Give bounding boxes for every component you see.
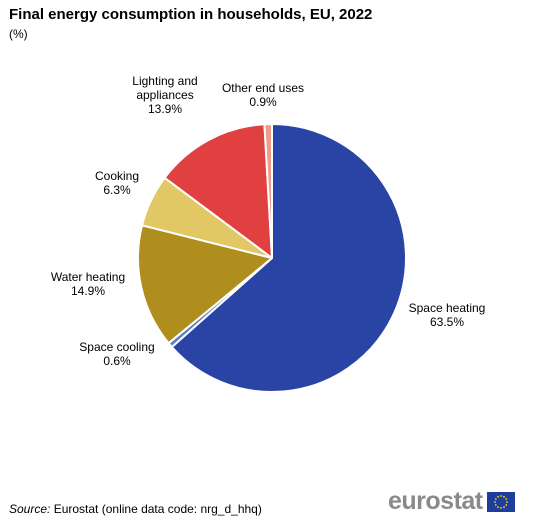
flag-star: [502, 495, 505, 498]
eurostat-logo: eurostat: [388, 489, 515, 514]
slice-label-lighting-and-appliances: Lighting and appliances 13.9%: [132, 74, 197, 116]
pie-chart: Space heating 63.5% Space cooling 0.6% Water…: [51, 74, 486, 393]
flag-star: [499, 506, 502, 509]
source-note: Source: Eurostat (online data code: nrg_…: [9, 502, 262, 516]
slice-label-space-heating: Space heating 63.5%: [409, 301, 486, 329]
flag-star: [494, 503, 497, 506]
flag-star: [505, 500, 508, 503]
flag-star: [496, 505, 499, 508]
flag-star: [493, 500, 496, 503]
chart-title: Final energy consumption in households, …: [9, 6, 373, 23]
pie-slice-water-heating: [137, 224, 273, 345]
slice-label-water-heating: Water heating 14.9%: [51, 270, 125, 298]
flag-star: [504, 503, 507, 506]
eu-flag-icon: [486, 491, 515, 512]
flag-star: [496, 495, 499, 498]
chart-subtitle: (%): [9, 27, 28, 41]
pie-slice-other-end-uses: [263, 122, 273, 259]
logo-text: eurostat: [388, 487, 483, 515]
flag-star: [504, 497, 507, 500]
slice-label-other-end-uses: Other end uses 0.9%: [222, 81, 304, 109]
slice-label-cooking: Cooking 6.3%: [95, 169, 139, 197]
flag-star: [494, 497, 497, 500]
pie-slice-lighting-and-appliances: [163, 123, 273, 259]
slice-label-space-cooling: Space cooling 0.6%: [79, 340, 154, 368]
source-text: Eurostat (online data code: nrg_d_hhq): [53, 502, 262, 516]
pie-slice-space-heating: [170, 123, 407, 393]
source-label: Source:: [9, 502, 51, 516]
flag-star: [499, 494, 502, 497]
flag-star: [502, 505, 505, 508]
